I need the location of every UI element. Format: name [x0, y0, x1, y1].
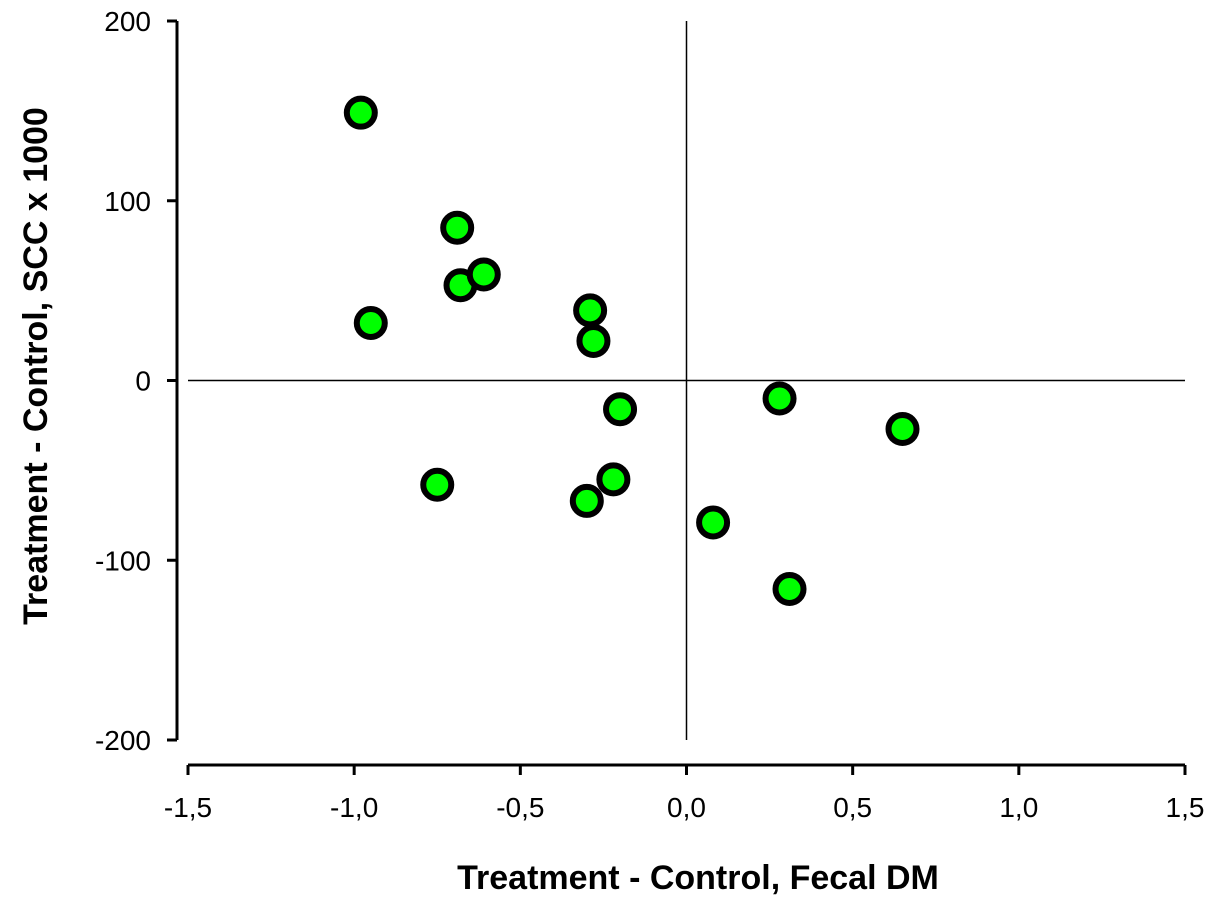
y-axis-title: Treatment - Control, SCC x 1000	[17, 107, 55, 625]
reference-lines	[188, 21, 1185, 740]
data-points	[343, 95, 920, 607]
data-point	[569, 483, 604, 518]
x-tick-label: -1,0	[330, 792, 378, 823]
x-axis: -1,5 -1,0 -0,5 0,0 0,5 1,0 1,5	[164, 763, 1205, 823]
data-point	[696, 505, 731, 540]
x-axis-title: Treatment - Control, Fecal DM	[457, 859, 939, 897]
data-point	[576, 323, 611, 358]
y-tick-label: 0	[135, 366, 151, 397]
data-point	[420, 467, 455, 502]
x-tick-label: -1,5	[164, 792, 212, 823]
x-tick-label: -0,5	[496, 792, 544, 823]
data-point	[466, 257, 501, 292]
y-tick-label: 100	[104, 186, 151, 217]
y-axis: 200 100 0 -100 -200	[95, 6, 179, 756]
data-point	[772, 572, 807, 607]
x-tick-label: 1,5	[1166, 792, 1205, 823]
data-point	[353, 305, 388, 340]
data-point	[343, 95, 378, 130]
y-tick-label: -100	[95, 545, 151, 576]
x-tick-label: 0,0	[667, 792, 706, 823]
data-point	[885, 412, 920, 447]
data-point	[596, 462, 631, 497]
x-tick-label: 1,0	[999, 792, 1038, 823]
y-tick-label: 200	[104, 6, 151, 37]
x-tick-label: 0,5	[833, 792, 872, 823]
data-point	[762, 381, 797, 416]
data-point	[603, 392, 638, 427]
y-tick-label: -200	[95, 725, 151, 756]
data-point	[573, 293, 608, 328]
data-point	[440, 210, 475, 245]
